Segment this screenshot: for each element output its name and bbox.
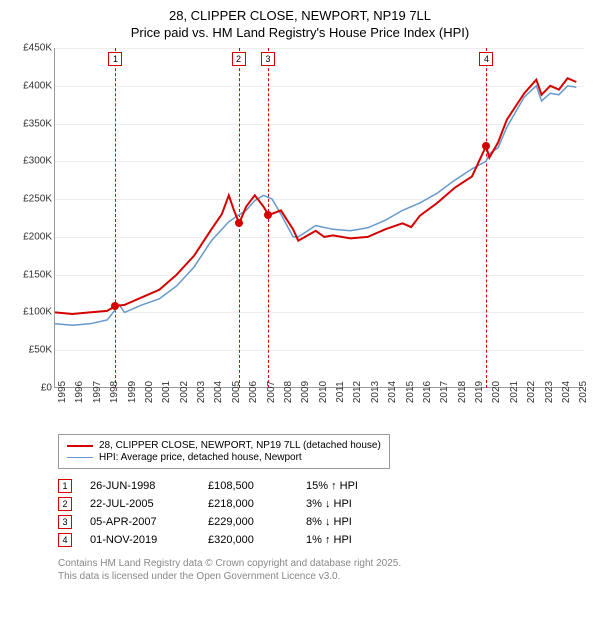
footer-line2: This data is licensed under the Open Gov…: [58, 570, 590, 583]
sale-dot: [235, 219, 243, 227]
y-tick-label: £300K: [23, 156, 52, 167]
y-tick-label: £0: [41, 383, 52, 394]
sales-row: 2 22-JUL-2005 £218,000 3% ↓ HPI: [58, 497, 590, 511]
sale-dot: [482, 142, 490, 150]
y-axis: £0£50K£100K£150K£200K£250K£300K£350K£400…: [10, 48, 54, 388]
y-tick-label: £150K: [23, 269, 52, 280]
sales-date: 26-JUN-1998: [90, 480, 190, 492]
chart-area: £0 £50K £100K £150K £200K £250K £300K £350K £400…: [10, 48, 590, 428]
sales-pct: 3% ↓ HPI: [306, 498, 416, 510]
y-tick-label: £250K: [23, 194, 52, 205]
sales-row: 3 05-APR-2007 £229,000 8% ↓ HPI: [58, 515, 590, 529]
sale-marker-box: 2: [232, 52, 246, 66]
legend-label: HPI: Average price, detached house, Newp…: [99, 452, 302, 463]
legend-swatch: [67, 445, 93, 447]
y-tick-label: £50K: [29, 345, 52, 356]
sales-index-box: 2: [58, 497, 72, 511]
chart-subtitle: Price paid vs. HM Land Registry's House …: [10, 25, 590, 40]
sales-index-box: 4: [58, 533, 72, 547]
sales-row: 1 26-JUN-1998 £108,500 15% ↑ HPI: [58, 479, 590, 493]
legend-row: HPI: Average price, detached house, Newp…: [67, 452, 381, 463]
y-tick-label: £100K: [23, 307, 52, 318]
sale-marker-box: 1: [108, 52, 122, 66]
legend-label: 28, CLIPPER CLOSE, NEWPORT, NP19 7LL (de…: [99, 440, 381, 451]
x-axis: 1995199619971998199920002001200220032004…: [54, 388, 584, 428]
sale-dot: [111, 302, 119, 310]
footer-attribution: Contains HM Land Registry data © Crown c…: [58, 557, 590, 583]
sales-date: 22-JUL-2005: [90, 498, 190, 510]
sales-price: £229,000: [208, 516, 288, 528]
chart-container: 28, CLIPPER CLOSE, NEWPORT, NP19 7LL Pri…: [0, 0, 600, 591]
series-line-hpi: [55, 86, 576, 325]
y-tick-label: £400K: [23, 80, 52, 91]
y-tick-label: £450K: [23, 43, 52, 54]
sales-pct: 15% ↑ HPI: [306, 480, 416, 492]
sales-index-box: 1: [58, 479, 72, 493]
sale-dot: [264, 211, 272, 219]
series-line-price_paid: [55, 78, 576, 314]
legend: 28, CLIPPER CLOSE, NEWPORT, NP19 7LL (de…: [58, 434, 390, 469]
sale-marker-box: 3: [261, 52, 275, 66]
footer-line1: Contains HM Land Registry data © Crown c…: [58, 557, 590, 570]
sales-table: 1 26-JUN-1998 £108,500 15% ↑ HPI 2 22-JUL-200…: [58, 479, 590, 547]
y-tick-label: £200K: [23, 231, 52, 242]
sales-price: £218,000: [208, 498, 288, 510]
sales-price: £108,500: [208, 480, 288, 492]
plot-area: 1 2 3 4: [54, 48, 584, 388]
legend-swatch: [67, 457, 93, 458]
line-svg: [55, 48, 585, 388]
sales-date: 05-APR-2007: [90, 516, 190, 528]
sales-price: £320,000: [208, 534, 288, 546]
y-tick-label: £350K: [23, 118, 52, 129]
sales-index-box: 3: [58, 515, 72, 529]
sales-pct: 8% ↓ HPI: [306, 516, 416, 528]
chart-title: 28, CLIPPER CLOSE, NEWPORT, NP19 7LL: [10, 8, 590, 23]
sales-pct: 1% ↑ HPI: [306, 534, 416, 546]
sale-marker-box: 4: [479, 52, 493, 66]
sales-date: 01-NOV-2019: [90, 534, 190, 546]
sales-row: 4 01-NOV-2019 £320,000 1% ↑ HPI: [58, 533, 590, 547]
legend-row: 28, CLIPPER CLOSE, NEWPORT, NP19 7LL (de…: [67, 440, 381, 451]
